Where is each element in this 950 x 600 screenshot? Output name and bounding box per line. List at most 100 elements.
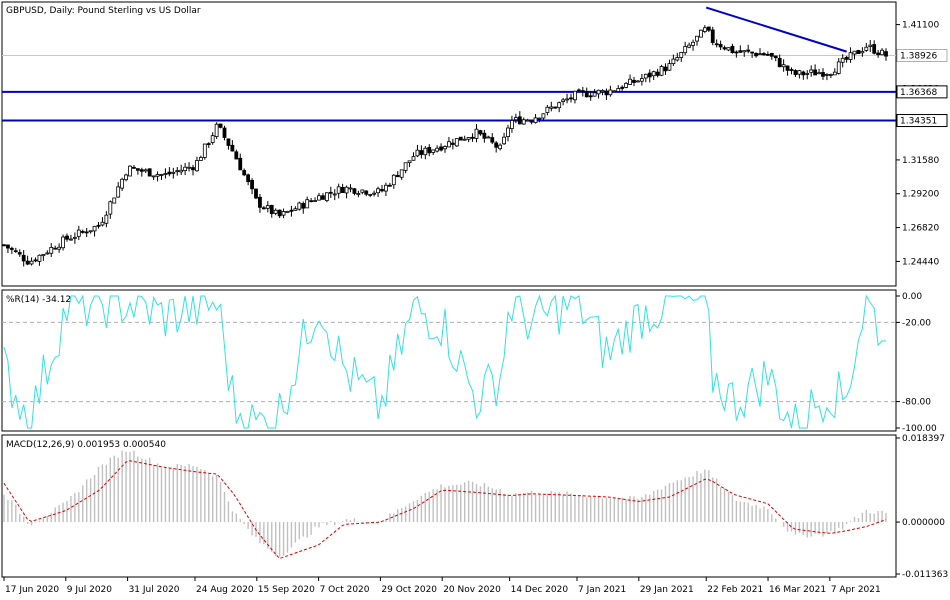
candle-body bbox=[580, 90, 585, 93]
candle-body bbox=[498, 144, 503, 150]
candle-body bbox=[340, 186, 345, 193]
macd-panel-frame bbox=[1, 434, 897, 578]
macd-y-tick-label: -0.011363 bbox=[902, 570, 948, 580]
candle-body bbox=[112, 197, 117, 204]
x-axis-label: 22 Feb 2021 bbox=[707, 585, 763, 595]
candle-body bbox=[671, 58, 676, 65]
candle-body bbox=[624, 82, 629, 88]
candle-body bbox=[313, 200, 317, 202]
candle-body bbox=[143, 169, 148, 172]
price-y-tick-label: 1.29200 bbox=[902, 190, 939, 200]
candle-body bbox=[474, 128, 479, 139]
candle-body bbox=[517, 116, 522, 125]
candle-body bbox=[17, 252, 22, 255]
candle-body bbox=[411, 156, 416, 161]
candle-body bbox=[718, 44, 723, 48]
trendline[interactable] bbox=[705, 6, 847, 53]
candle-body bbox=[297, 202, 302, 210]
wpr-y-tick-label: 0.00 bbox=[902, 292, 922, 302]
candle-body bbox=[246, 174, 251, 183]
trendline-layer[interactable] bbox=[705, 6, 847, 53]
x-axis-label: 29 Jan 2021 bbox=[640, 585, 694, 595]
candle-body bbox=[876, 52, 881, 56]
macd-layer bbox=[3, 450, 887, 560]
price-y-tick-label: 1.31580 bbox=[902, 156, 939, 166]
candle-body bbox=[884, 51, 888, 57]
candle-body bbox=[880, 49, 884, 56]
candle-body bbox=[439, 146, 443, 151]
candle-body bbox=[80, 231, 85, 233]
candle-body bbox=[584, 91, 589, 98]
candle-body bbox=[202, 143, 207, 158]
candle-body bbox=[128, 165, 132, 177]
candle-body bbox=[289, 209, 294, 212]
candle-body bbox=[191, 167, 195, 171]
candle-body bbox=[104, 214, 109, 224]
candle-body bbox=[151, 175, 156, 178]
candle-body bbox=[364, 190, 369, 195]
wpr-y-tick-label: -20.00 bbox=[902, 318, 931, 328]
candle-body bbox=[195, 160, 199, 172]
candle-body bbox=[734, 51, 739, 54]
candle-body bbox=[61, 236, 65, 249]
candle-body bbox=[742, 50, 747, 53]
candle-body bbox=[238, 157, 243, 171]
candle-body bbox=[596, 89, 601, 95]
candle-body bbox=[33, 259, 38, 262]
candle-body bbox=[348, 187, 353, 190]
candle-body bbox=[72, 236, 77, 239]
candle-body bbox=[372, 192, 377, 195]
candle-body bbox=[856, 50, 861, 54]
current-price-tag-box bbox=[896, 49, 948, 63]
candle-body bbox=[675, 57, 680, 61]
candle-body bbox=[100, 221, 105, 226]
candle-body bbox=[537, 117, 542, 120]
candle-body bbox=[655, 71, 660, 76]
x-axis-label: 9 Jul 2020 bbox=[67, 585, 112, 595]
candle-body bbox=[230, 144, 235, 152]
candle-body bbox=[695, 35, 699, 42]
price-y-tick-label: 1.41100 bbox=[902, 21, 939, 31]
candle-body bbox=[738, 50, 743, 53]
candle-body bbox=[506, 127, 510, 137]
candle-body bbox=[324, 192, 329, 201]
level-price-tag-box bbox=[896, 114, 948, 128]
candle-body bbox=[45, 252, 50, 255]
candle-body bbox=[832, 71, 837, 76]
macd-signal-line bbox=[3, 460, 887, 560]
candle-body bbox=[809, 69, 814, 73]
candle-body bbox=[510, 120, 514, 129]
x-axis-label: 7 Apr 2021 bbox=[831, 585, 881, 595]
candle-body bbox=[135, 168, 140, 171]
candle-body bbox=[620, 86, 625, 89]
x-axis-label: 7 Oct 2020 bbox=[320, 585, 370, 595]
candle-body bbox=[293, 208, 298, 211]
candle-body bbox=[758, 53, 762, 56]
candle-body bbox=[557, 102, 562, 109]
candle-body bbox=[187, 166, 191, 169]
candle-body bbox=[179, 169, 184, 173]
candle-body bbox=[415, 149, 420, 157]
candle-body bbox=[159, 174, 164, 176]
candle-body bbox=[356, 193, 361, 195]
candle-body bbox=[773, 55, 778, 59]
candle-body bbox=[699, 29, 703, 38]
candle-body bbox=[183, 166, 188, 171]
candle-body bbox=[746, 49, 751, 52]
x-axis-label: 15 Sep 2020 bbox=[258, 585, 315, 595]
candle-body bbox=[254, 188, 258, 199]
x-axis-label: 20 Nov 2020 bbox=[443, 585, 501, 595]
candle-body bbox=[817, 72, 821, 75]
candle-body bbox=[785, 65, 790, 71]
candle-body bbox=[65, 235, 69, 240]
candle-body bbox=[462, 138, 467, 141]
candle-body bbox=[604, 90, 609, 96]
candle-body bbox=[533, 117, 538, 123]
candle-body bbox=[171, 171, 176, 174]
candle-body bbox=[450, 142, 455, 145]
candle-body bbox=[210, 135, 215, 143]
candle-body bbox=[628, 78, 632, 85]
candle-body bbox=[639, 78, 644, 82]
candle-body bbox=[647, 72, 652, 78]
